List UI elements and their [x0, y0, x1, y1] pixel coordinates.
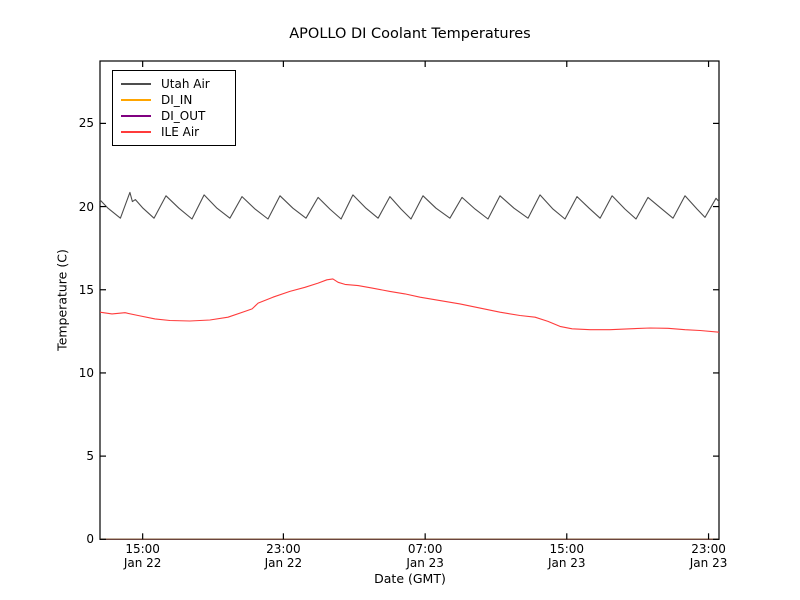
chart-title: APOLLO DI Coolant Temperatures	[289, 26, 531, 42]
legend-label: ILE Air	[161, 124, 200, 139]
x-tick-label: 23:00 Jan 23	[689, 542, 728, 570]
legend-line-swatch	[121, 114, 151, 117]
legend-item-utah-air: Utah Air	[121, 76, 227, 92]
y-tick-label: 0	[86, 532, 94, 547]
legend-label: Utah Air	[161, 76, 210, 91]
legend-line-swatch	[121, 130, 151, 133]
y-tick-label: 25	[78, 116, 94, 131]
legend: Utah Air DI_IN DI_OUT ILE Air	[112, 70, 236, 146]
legend-label: DI_IN	[161, 92, 193, 107]
x-tick-label: 15:00 Jan 22	[123, 542, 162, 570]
legend-item-di-in: DI_IN	[121, 92, 227, 108]
legend-line-swatch	[121, 98, 151, 101]
legend-item-di-out: DI_OUT	[121, 108, 227, 124]
legend-line-swatch	[121, 82, 151, 85]
y-tick-label: 15	[78, 282, 94, 297]
x-tick-label: 07:00 Jan 23	[406, 542, 444, 570]
series-line-utah-air	[99, 191, 720, 220]
y-tick-label: 20	[78, 199, 94, 214]
x-tick-label: 23:00 Jan 22	[264, 542, 303, 570]
series-line-ile-air	[99, 278, 720, 333]
y-tick-label: 5	[86, 449, 94, 464]
legend-item-ile-air: ILE Air	[121, 124, 227, 140]
legend-label: DI_OUT	[161, 108, 206, 123]
x-tick-label: 15:00 Jan 23	[547, 542, 586, 570]
x-axis-label: Date (GMT)	[374, 571, 446, 586]
y-tick-label: 10	[78, 365, 94, 380]
